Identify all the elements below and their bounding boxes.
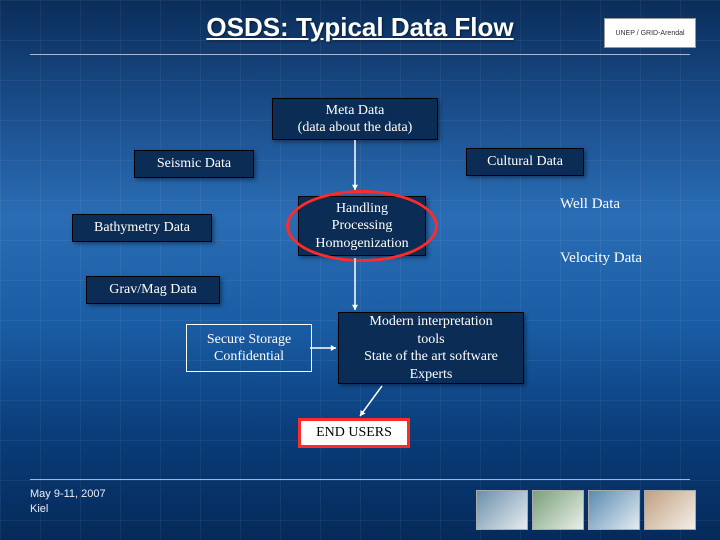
arrow-1 — [349, 252, 361, 316]
logo-badge: UNEP / GRID-Arendal — [604, 18, 696, 48]
thumbnail-2 — [588, 490, 640, 530]
node-velocity: Velocity Data — [560, 250, 664, 274]
title-underline — [30, 54, 690, 55]
arrow-3 — [354, 380, 388, 422]
footer-text: May 9-11, 2007 Kiel — [30, 487, 106, 516]
arrow-0 — [349, 134, 361, 196]
node-bathy: Bathymetry Data — [72, 214, 212, 242]
node-end: END USERS — [298, 418, 410, 448]
node-gravmag: Grav/Mag Data — [86, 276, 220, 304]
node-seismic: Seismic Data — [134, 150, 254, 178]
node-meta: Meta Data(data about the data) — [272, 98, 438, 140]
thumbnail-0 — [476, 490, 528, 530]
footer-thumbnails — [476, 490, 696, 530]
node-secure: Secure StorageConfidential — [186, 324, 312, 372]
node-hph: HandlingProcessingHomogenization — [298, 196, 426, 256]
node-cultural: Cultural Data — [466, 148, 584, 176]
thumbnail-1 — [532, 490, 584, 530]
thumbnail-3 — [644, 490, 696, 530]
node-modern: Modern interpretationtoolsState of the a… — [338, 312, 524, 384]
page-title: OSDS: Typical Data Flow — [206, 12, 513, 42]
footer-divider — [30, 479, 690, 480]
node-well: Well Data — [560, 196, 646, 220]
